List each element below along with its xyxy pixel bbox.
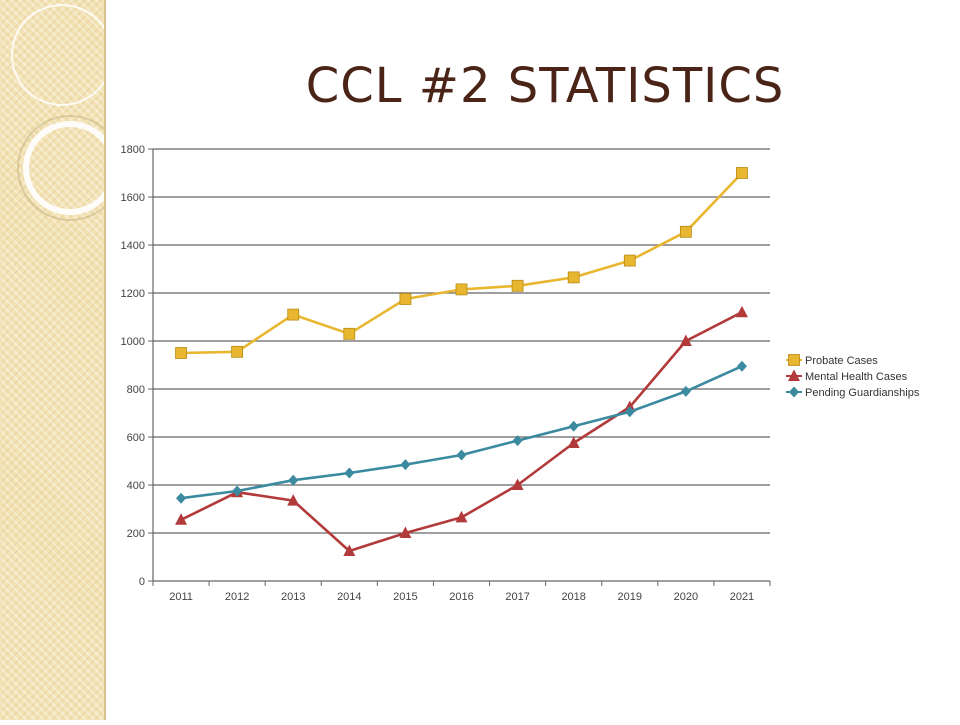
data-point (343, 544, 356, 556)
legend-label: Pending Guardianships (805, 387, 920, 399)
data-point (455, 283, 468, 296)
decorative-side-band (0, 0, 123, 720)
data-point (567, 271, 580, 284)
y-tick-label: 400 (127, 480, 145, 492)
series-line (181, 172, 743, 355)
data-point (623, 254, 636, 267)
data-point (455, 510, 468, 523)
slide-title: CCL #2 STATISTICS (305, 58, 785, 114)
data-point (736, 360, 747, 372)
x-tick-label: 2019 (618, 591, 642, 603)
data-point (568, 420, 579, 432)
x-tick-label: 2018 (561, 591, 585, 603)
data-point (287, 308, 300, 321)
data-point (623, 400, 636, 412)
data-point (344, 467, 355, 479)
data-point (176, 492, 187, 504)
x-tick-label: 2021 (730, 591, 754, 603)
y-tick-label: 1800 (121, 144, 145, 156)
x-tick-label: 2017 (505, 591, 529, 603)
x-tick-label: 2013 (281, 591, 305, 603)
data-point (343, 327, 356, 340)
data-point (232, 485, 243, 497)
x-tick-label: 2012 (225, 591, 249, 603)
data-point (624, 406, 635, 418)
series-line (180, 365, 743, 500)
data-point (399, 526, 412, 538)
data-point (511, 279, 524, 292)
data-point (400, 459, 411, 471)
legend-label: Probate Cases (805, 355, 878, 367)
data-point (399, 293, 412, 305)
y-tick-label: 0 (139, 576, 145, 588)
y-tick-label: 1000 (121, 336, 145, 348)
legend-marker (788, 369, 800, 381)
data-point (736, 167, 748, 179)
x-tick-label: 2020 (674, 591, 698, 603)
y-tick-label: 1600 (121, 192, 145, 204)
legend-marker (789, 386, 799, 398)
data-point (679, 334, 692, 346)
x-tick-label: 2015 (393, 591, 417, 603)
y-tick-label: 600 (127, 432, 145, 444)
y-tick-label: 1400 (121, 240, 145, 252)
data-point (288, 474, 299, 486)
data-point (735, 305, 748, 318)
data-point (680, 385, 691, 397)
data-point (231, 345, 244, 358)
data-point (567, 436, 580, 448)
data-point (175, 513, 188, 525)
y-tick-label: 800 (127, 384, 145, 396)
y-tick-label: 1200 (121, 288, 145, 300)
data-point (287, 494, 300, 506)
data-point (175, 347, 187, 359)
data-point (512, 435, 523, 447)
data-point (456, 449, 467, 461)
x-tick-label: 2014 (337, 591, 361, 603)
y-tick-label: 200 (127, 528, 145, 540)
data-point (511, 478, 524, 490)
legend-marker (788, 354, 800, 366)
x-tick-label: 2016 (449, 591, 473, 603)
x-tick-label: 2011 (169, 591, 193, 603)
data-point (679, 225, 692, 238)
legend-label: Mental Health Cases (805, 371, 908, 383)
